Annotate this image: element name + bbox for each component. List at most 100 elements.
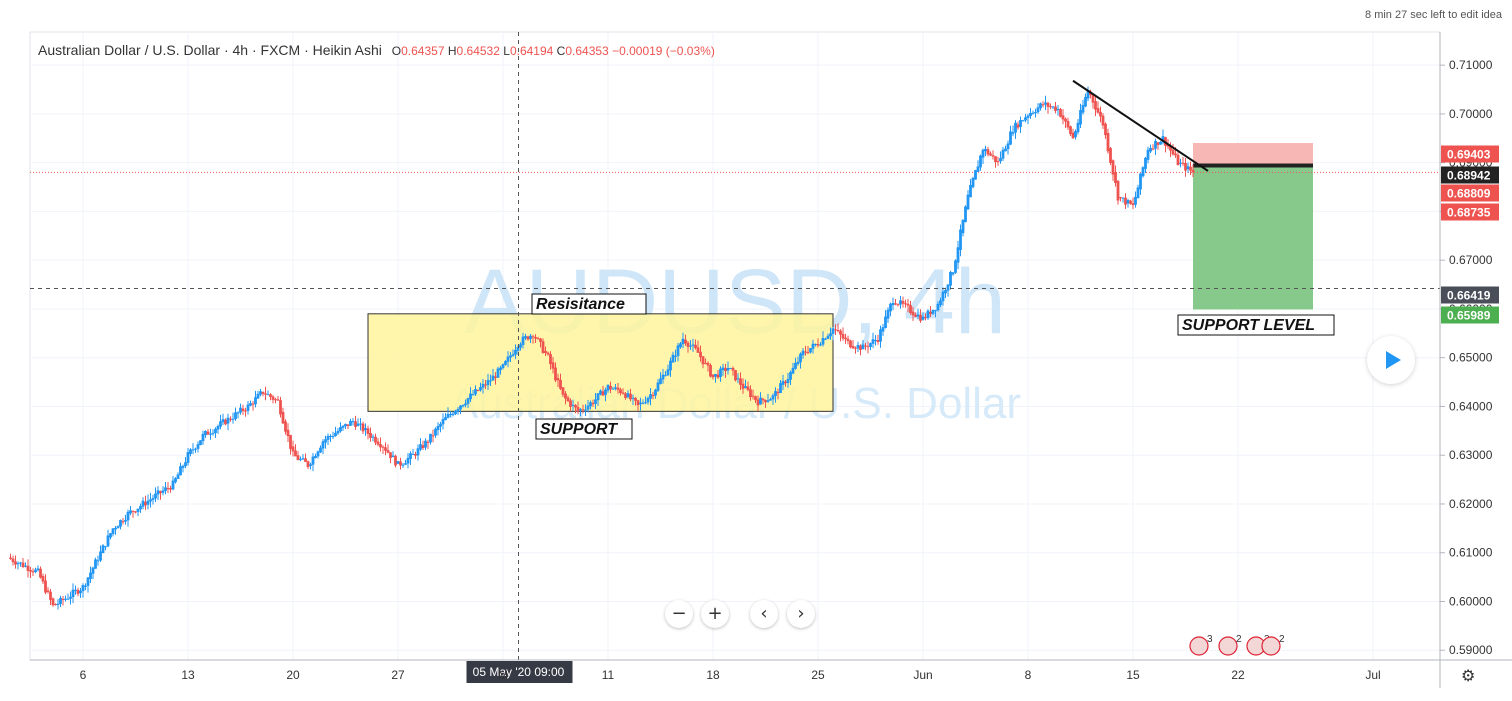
candle-body xyxy=(894,303,897,305)
candle-body xyxy=(799,353,802,363)
candle-body xyxy=(491,375,495,381)
settings-gear-icon[interactable]: ⚙ xyxy=(1461,666,1476,685)
candle-body xyxy=(891,302,895,306)
candle-body xyxy=(639,402,642,405)
candle-body xyxy=(761,398,765,401)
candle-body xyxy=(56,603,60,605)
candle-body xyxy=(334,432,337,437)
candle-body xyxy=(1174,153,1177,156)
candle-body xyxy=(221,419,225,423)
candle-body xyxy=(609,385,612,390)
candle-body xyxy=(184,462,187,467)
candle-body xyxy=(194,448,197,450)
candle-body xyxy=(1024,117,1027,121)
candle-body xyxy=(506,356,510,362)
candle-body xyxy=(1044,102,1047,105)
candle-body xyxy=(1036,107,1040,113)
candle-body xyxy=(321,441,325,449)
candle-body xyxy=(731,368,735,371)
candle-body xyxy=(241,408,245,411)
candle-body xyxy=(214,428,217,434)
candle-body xyxy=(486,380,490,386)
scroll-right-icon[interactable]: › xyxy=(787,600,815,628)
candle-body xyxy=(501,364,505,369)
candle-body xyxy=(931,309,935,314)
candle-body xyxy=(1056,108,1060,111)
candle-body xyxy=(856,345,860,349)
candle-body xyxy=(511,354,515,356)
candle-body xyxy=(521,336,525,345)
candle-body xyxy=(714,374,717,377)
price-label-box xyxy=(1441,184,1499,202)
candle-body xyxy=(1114,172,1117,183)
support-level-note-label: SUPPORT LEVEL xyxy=(1182,317,1315,334)
candle-body xyxy=(1021,120,1025,122)
candle-body xyxy=(271,396,275,400)
scroll-left-icon[interactable]: ‹ xyxy=(750,600,778,628)
candle-body xyxy=(119,520,122,527)
candle-body xyxy=(386,450,390,453)
candle-body xyxy=(449,414,452,416)
candle-body xyxy=(411,453,415,455)
candle-body xyxy=(89,572,92,580)
candle-body xyxy=(821,338,825,345)
candle-body xyxy=(541,341,545,353)
range-box-rect xyxy=(367,313,834,412)
candle-body xyxy=(1191,169,1195,173)
candle-body xyxy=(156,490,160,495)
candle-body xyxy=(489,380,492,382)
candle-body xyxy=(476,389,480,391)
candle-body xyxy=(146,500,150,505)
candle-body xyxy=(686,342,690,347)
candle-body xyxy=(534,337,537,339)
candle-body xyxy=(421,445,425,448)
candle-body xyxy=(589,402,592,407)
candle-body xyxy=(669,360,672,371)
zoom-in-icon[interactable]: + xyxy=(701,600,729,628)
candle-body xyxy=(576,406,580,412)
zoom-out-icon[interactable]: − xyxy=(665,600,693,628)
candle-body xyxy=(834,329,837,331)
candle-body xyxy=(614,387,617,389)
crosshair-date-label: 05 May '20 09:00 xyxy=(473,665,565,679)
candle-body xyxy=(1096,108,1100,113)
x-tick-label: 15 xyxy=(1126,668,1140,682)
candle-body xyxy=(306,461,310,467)
candle-body xyxy=(329,435,332,437)
candle-body xyxy=(909,305,912,313)
candle-body xyxy=(1011,132,1015,134)
candle-body xyxy=(924,317,927,319)
candle-body xyxy=(884,316,887,328)
event-flag-icon xyxy=(1189,636,1209,656)
candle-body xyxy=(296,455,300,460)
candle-body xyxy=(414,453,417,456)
candle-body xyxy=(1154,140,1157,149)
candle-body xyxy=(1094,101,1097,110)
candle-body xyxy=(246,404,250,411)
candle-body xyxy=(1184,163,1187,171)
candle-body xyxy=(811,343,815,349)
candle-body xyxy=(741,383,745,389)
price-label-box xyxy=(1441,166,1499,184)
candle-body xyxy=(499,367,502,371)
candle-body xyxy=(689,345,692,347)
candle-body xyxy=(199,440,202,445)
candle-body xyxy=(696,347,700,353)
candle-body xyxy=(474,389,477,395)
economic-events: 3232 xyxy=(1189,634,1285,656)
y-tick-label: 0.65000 xyxy=(1449,351,1493,365)
candle-body xyxy=(844,337,847,340)
candle-body xyxy=(836,330,840,332)
candle-body xyxy=(944,290,947,294)
candle-body xyxy=(719,368,722,377)
candle-body xyxy=(941,291,945,302)
play-icon[interactable] xyxy=(1367,336,1415,384)
candle-body xyxy=(369,432,372,438)
candle-body xyxy=(189,449,192,454)
candle-body xyxy=(1189,166,1192,171)
candle-body xyxy=(604,389,607,395)
y-tick-label: 0.59000 xyxy=(1449,643,1493,657)
candle-body xyxy=(914,314,917,317)
